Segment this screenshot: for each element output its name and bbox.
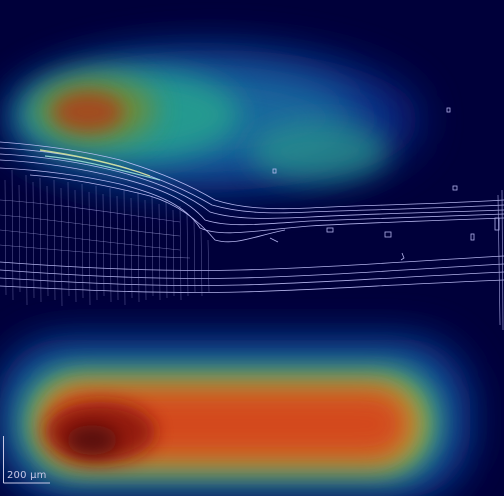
lower-heatmap <box>0 340 470 496</box>
scale-bar-label: 200 μm <box>7 470 47 481</box>
scale-bar <box>3 436 50 484</box>
upper-heatmap <box>10 50 420 190</box>
retina-contours <box>0 107 504 331</box>
